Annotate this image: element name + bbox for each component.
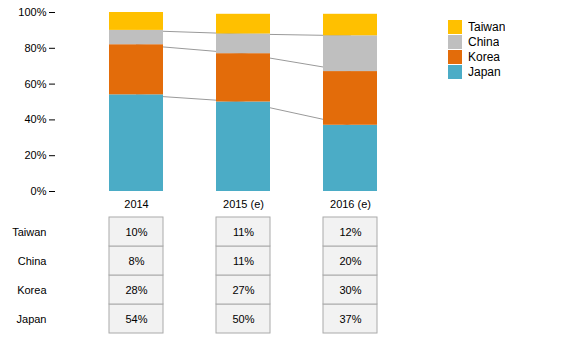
html-text:Taiwan: Taiwan [468,20,506,34]
svg-text:80%: 80% [24,42,46,54]
svg-text:11%: 11% [233,255,254,267]
svg-text:12%: 12% [339,226,361,238]
svg-text:Japan: Japan [17,313,47,325]
html-text:Japan: Japan [468,65,501,79]
html-text:China: China [468,35,500,49]
svg-text:50%: 50% [232,313,254,325]
svg-text:27%: 27% [232,284,254,296]
svg-text:10%: 10% [125,226,147,238]
svg-text:20%: 20% [24,149,46,161]
svg-text:11%: 11% [233,226,254,238]
svg-text:2016 (e): 2016 (e) [330,198,371,210]
html-text:Korea: Korea [468,50,500,64]
svg-text:China: China [18,255,48,267]
svg-text:2014: 2014 [124,198,148,210]
svg-text:Korea: Korea [17,284,47,296]
svg-text:37%: 37% [339,313,361,325]
svg-text:54%: 54% [125,313,147,325]
svg-text:30%: 30% [339,284,361,296]
svg-text:8%: 8% [129,255,145,267]
svg-text:28%: 28% [125,284,147,296]
svg-text:100%: 100% [18,6,46,18]
svg-text:Taiwan: Taiwan [12,226,46,238]
svg-text:0%: 0% [31,185,47,197]
svg-text:40%: 40% [24,113,46,125]
svg-text:20%: 20% [339,255,361,267]
svg-text:60%: 60% [24,78,46,90]
svg-text:2015 (e): 2015 (e) [223,198,264,210]
